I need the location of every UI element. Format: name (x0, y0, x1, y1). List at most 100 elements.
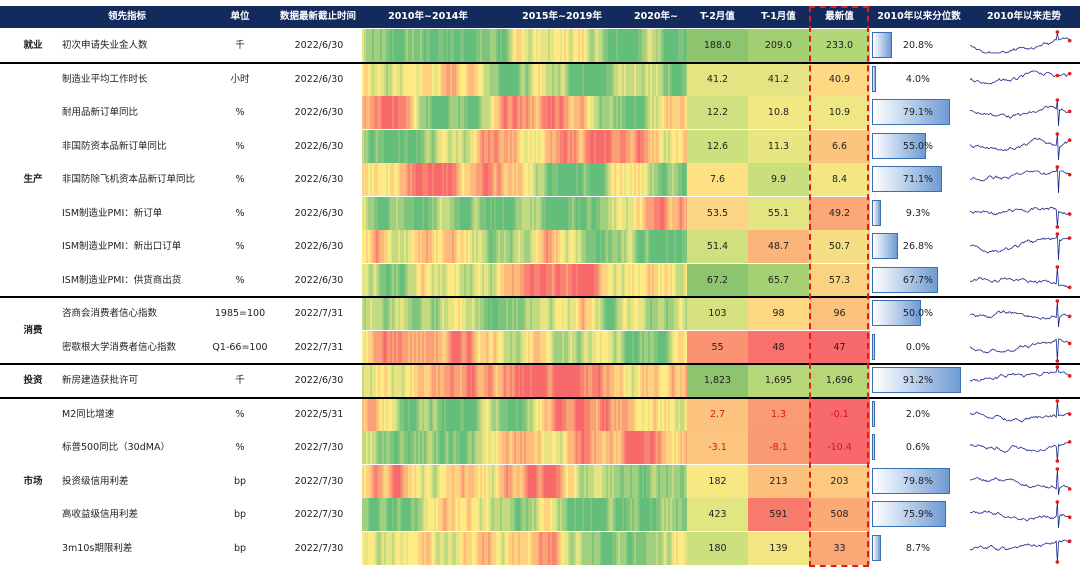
percentile-value: 4.0% (905, 73, 931, 85)
header-period-1: 2010年~2014年 (388, 11, 468, 22)
value-cell-bg (748, 230, 809, 263)
value-cell-bg (809, 163, 870, 196)
value-cell-bg (809, 431, 870, 464)
t2-value: 67.2 (706, 274, 729, 286)
indicator-name: 标普500同比（30dMA） (62, 442, 170, 453)
value-cell-bg (809, 397, 870, 431)
value-cell-bg (687, 263, 748, 297)
history-heatmap (362, 29, 687, 62)
latest-value: 50.7 (828, 241, 851, 252)
latest-value: 33 (833, 542, 846, 554)
latest-value: 57.3 (828, 274, 851, 286)
t2-value: 188.0 (703, 40, 732, 51)
indicator-unit: 1985=100 (214, 308, 266, 319)
t2-value: 180 (708, 542, 727, 554)
t1-value: 9.9 (770, 174, 787, 185)
percentile-value: 55.0% (902, 140, 934, 152)
t2-value: -3.1 (708, 442, 727, 453)
trend-sparkline (969, 264, 1072, 289)
value-cell-bg (809, 62, 870, 96)
percentile-value: 8.7% (905, 542, 931, 554)
indicator-unit: % (235, 140, 245, 152)
value-cell-bg (809, 129, 870, 163)
history-heatmap (362, 498, 687, 531)
value-cell-bg (687, 531, 748, 565)
latest-value: 233.0 (825, 40, 854, 51)
history-heatmap (362, 96, 687, 129)
indicator-name: 高收益级信用利差 (62, 509, 139, 520)
value-cell-bg (687, 129, 748, 163)
value-cell-bg (809, 263, 870, 297)
indicator-date: 2022/6/30 (294, 40, 344, 51)
indicator-date: 2022/6/30 (294, 375, 344, 386)
indicator-date: 2022/5/31 (294, 408, 344, 420)
indicator-unit: % (235, 408, 245, 420)
value-cell-bg (809, 364, 870, 397)
value-cell-bg (748, 263, 809, 297)
value-cell-bg (748, 364, 809, 397)
indicator-name: 3m10s期限利差 (62, 542, 133, 554)
value-cell-bg (687, 297, 748, 330)
trend-sparkline (969, 338, 1072, 363)
category-label: 就业 (23, 40, 43, 52)
latest-value: 6.6 (831, 140, 848, 152)
percentile-value: 79.1% (902, 107, 934, 118)
header-period-2: 2015年~2019年 (522, 11, 602, 22)
indicator-unit: bp (233, 475, 247, 487)
header-indicator: 领先指标 (107, 11, 146, 22)
percentile-value: 0.0% (905, 341, 931, 353)
indicator-name: ISM制造业PMI：新订单 (62, 207, 163, 219)
history-heatmap (362, 263, 687, 297)
value-cell-bg (748, 397, 809, 431)
history-heatmap (362, 464, 687, 498)
percentile-value: 2.0% (905, 408, 931, 420)
latest-value: 96 (833, 308, 846, 319)
percentile-bar (872, 199, 882, 226)
t1-value: 55.1 (767, 207, 790, 219)
value-cell-bg (687, 330, 748, 364)
percentile-bar (872, 266, 939, 293)
percentile-bar (872, 333, 875, 360)
percentile-bar (872, 300, 921, 326)
t1-value: 1.3 (770, 408, 787, 420)
t1-value: 10.8 (767, 107, 790, 118)
history-heatmap (362, 129, 687, 163)
history-heatmap (362, 431, 687, 464)
trend-sparkline (969, 206, 1072, 229)
indicator-date: 2022/6/30 (294, 107, 344, 118)
percentile-bar (872, 166, 942, 192)
category-label: 市场 (23, 475, 43, 487)
t1-value: 48.7 (767, 241, 790, 252)
section-divider (0, 61, 1080, 64)
indicator-date: 2022/7/30 (294, 509, 344, 520)
history-heatmap (362, 297, 687, 330)
latest-value: 40.9 (828, 73, 851, 85)
t2-value: 182 (708, 475, 727, 487)
history-heatmap (362, 397, 687, 431)
section-divider (0, 396, 1080, 399)
latest-value: -0.1 (830, 408, 849, 420)
percentile-value: 67.7% (902, 274, 934, 286)
percentile-value: 79.8% (902, 475, 934, 487)
latest-value: 203 (830, 475, 849, 487)
indicator-name: 制造业平均工作时长 (62, 73, 148, 85)
percentile-bar (872, 434, 875, 460)
value-cell-bg (748, 297, 809, 330)
trend-sparkline (969, 165, 1072, 194)
history-heatmap (362, 196, 687, 230)
value-cell-bg (687, 96, 748, 129)
trend-sparkline (969, 365, 1072, 382)
value-cell-bg (687, 464, 748, 498)
history-heatmap (362, 364, 687, 397)
category-label: 投资 (23, 375, 43, 387)
latest-value: 10.9 (828, 107, 851, 118)
latest-value: 8.4 (831, 174, 848, 185)
category-label: 生产 (23, 174, 43, 186)
t1-value: 1,695 (764, 375, 793, 386)
trend-sparkline (969, 440, 1072, 463)
value-cell-bg (748, 196, 809, 230)
indicator-unit: % (235, 241, 245, 252)
t2-value: 12.2 (706, 107, 729, 118)
percentile-value: 91.2% (902, 375, 934, 386)
